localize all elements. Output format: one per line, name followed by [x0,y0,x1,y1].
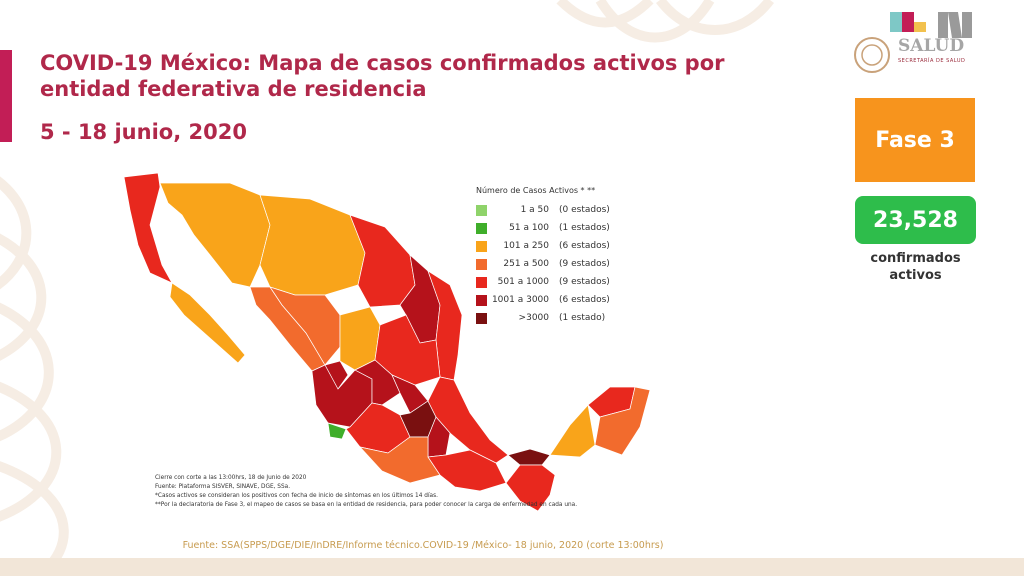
legend-label: >3000 [518,313,549,323]
legend-item: 501 a 1000 (9 estados) [476,273,676,291]
region-chiapas [505,464,556,512]
legend-count: (6 estados) [559,295,610,305]
logo-subtitle: SECRETARÍA DE SALUD [898,58,966,64]
legend-item: 101 a 250 (6 estados) [476,237,676,255]
legend-swatch [476,222,487,234]
date-range: 5 - 18 junio, 2020 [40,120,247,144]
mexico-map [123,172,651,512]
legend-count: (9 estados) [559,277,610,287]
legend-label: 251 a 500 [503,259,549,269]
active-cases-count: 23,528 [855,196,976,244]
legend-swatch [476,312,487,324]
legend-swatch [476,204,487,216]
region-colima [327,422,347,440]
legend-label: 501 a 1000 [497,277,549,287]
legend-item: 51 a 100 (1 estados) [476,219,676,237]
legend-count: (9 estados) [559,259,610,269]
logo-wordmark: SALUD [898,36,965,56]
active-cases-label: confirmados activos [855,250,976,284]
region-baja-california [123,172,173,284]
region-baja-california-sur [169,282,246,364]
region-campeche [549,404,596,458]
region-quintana-roo [594,386,651,456]
note-line: **Por la declaratoria de Fase 3, el mape… [155,502,578,508]
legend-item: 1001 a 3000 (6 estados) [476,291,676,309]
note-line: Cierre con corte a las 13:00hrs, 18 de J… [155,475,307,481]
region-guanajuato [354,359,401,406]
legend-label: 1 a 50 [520,205,549,215]
legend-label: 51 a 100 [509,223,549,233]
source-footer: Fuente: SSA(SPPS/DGE/DIE/InDRE/Informe t… [182,540,664,551]
legend-swatch [476,294,487,306]
count-label-line1: confirmados [870,251,961,266]
note-line: *Casos activos se consideran los positiv… [155,493,438,499]
legend-count: (6 estados) [559,241,610,251]
legend-count: (1 estado) [559,313,606,323]
phase-badge: Fase 3 [855,98,975,182]
seal-icon [854,37,890,73]
legend-title: Número de Casos Activos * ** [476,186,596,195]
legend-label: 101 a 250 [503,241,549,251]
legend-item: 1 a 50 (0 estados) [476,201,676,219]
count-label-line2: activos [889,268,942,283]
legend-item: >3000 (1 estado) [476,309,676,327]
legend-swatch [476,276,487,288]
map-legend: Número de Casos Activos * ** 1 a 50 (0 e… [476,186,676,327]
accent-bar [0,50,12,142]
legend-item: 251 a 500 (9 estados) [476,255,676,273]
legend-count: (1 estados) [559,223,610,233]
salud-logo [854,12,972,73]
map-notes: Cierre con corte a las 13:00hrs, 18 de J… [155,474,595,510]
region-tabasco [507,448,551,466]
legend-label: 1001 a 3000 [491,295,549,305]
legend-count: (0 estados) [559,205,610,215]
legend-swatch [476,258,487,270]
bottom-strip [0,558,1024,576]
region-sonora [159,182,271,288]
note-line: Fuente: Plataforma SISVER, SINAVE, DGE, … [155,484,291,490]
region-chihuahua [259,194,366,296]
page-title: COVID-19 México: Mapa de casos confirmad… [40,51,725,101]
legend-swatch [476,240,487,252]
